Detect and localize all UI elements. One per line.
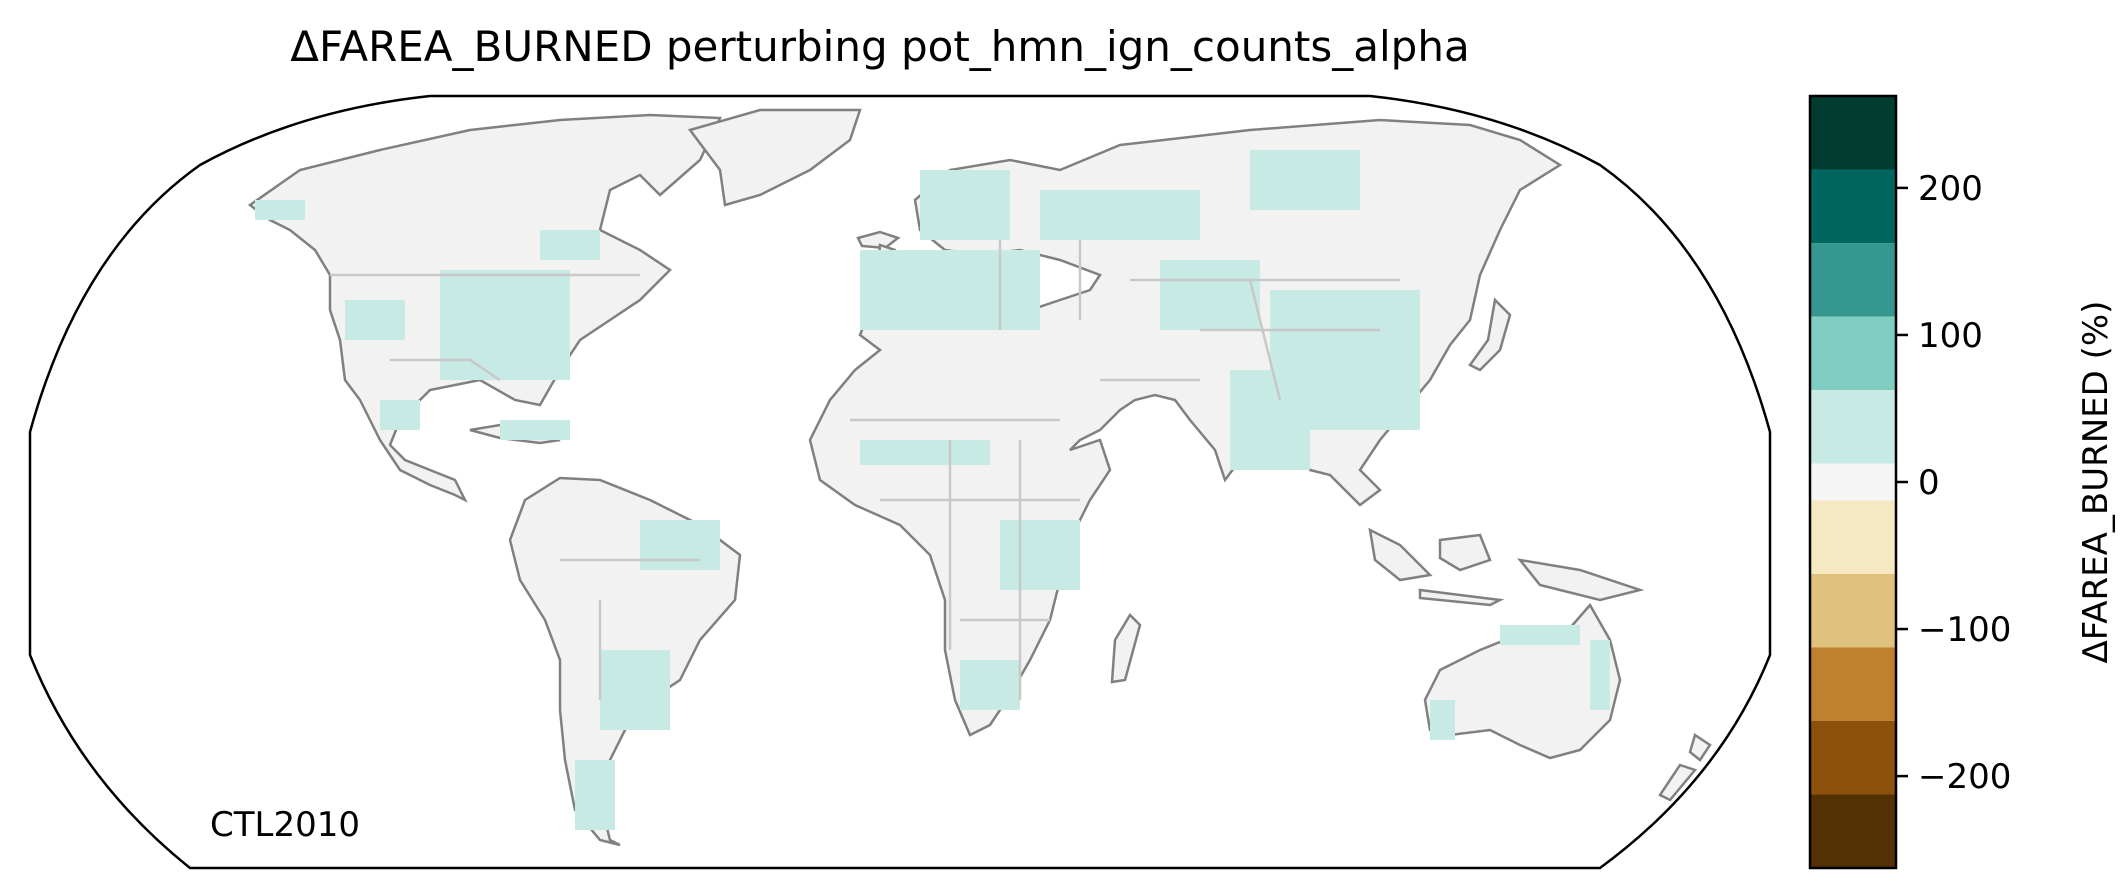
colorbar-bin xyxy=(1810,794,1896,868)
colorbar-bin xyxy=(1810,647,1896,721)
scenario-label: CTL2010 xyxy=(210,805,360,845)
patch-eastern-usa xyxy=(440,270,570,380)
patch-siberia xyxy=(1250,150,1360,210)
patch-western-usa xyxy=(345,300,405,340)
colorbar-label: ΔFAREA_BURNED (%) xyxy=(2076,301,2116,664)
colorbar-bin xyxy=(1810,96,1896,170)
colorbar-bin xyxy=(1810,500,1896,574)
positive-change-patches xyxy=(255,150,1610,830)
land-greenland xyxy=(687,108,862,207)
patch-patagonia xyxy=(575,760,615,830)
land-indonesia xyxy=(1368,527,1645,607)
patch-canada xyxy=(540,230,600,260)
colorbar-bin xyxy=(1810,243,1896,317)
colorbar-ticks: 200 100 0 −100 −200 xyxy=(1896,169,2011,797)
patch-australia-north xyxy=(1500,625,1580,645)
colorbar-tick-label: 100 xyxy=(1918,316,1983,356)
colorbar-bin xyxy=(1810,463,1896,501)
country-borders xyxy=(330,240,1400,700)
colorbar-tick-label: 0 xyxy=(1918,463,1940,503)
patch-southern-africa xyxy=(960,660,1020,710)
globe-outline xyxy=(28,94,1772,870)
patch-alaska xyxy=(255,200,305,220)
patch-australia-east xyxy=(1590,640,1610,710)
colorbar-bin xyxy=(1810,720,1896,795)
colorbar-tick-label: −100 xyxy=(1918,610,2011,650)
colorbar-bin xyxy=(1810,169,1896,244)
patch-east-africa xyxy=(1000,520,1080,590)
colorbar-tick-label: −200 xyxy=(1918,757,2011,797)
patch-argentina xyxy=(600,650,670,730)
patch-europe xyxy=(860,250,1040,330)
map-title: ΔFAREA_BURNED perturbing pot_hmn_ign_cou… xyxy=(290,22,1470,71)
patch-central-asia xyxy=(1160,260,1260,330)
colorbar-tick-label: 200 xyxy=(1918,169,1983,209)
colorbar-bin xyxy=(1810,390,1896,464)
patch-sahel xyxy=(860,440,990,465)
colorbar-bin xyxy=(1810,573,1896,648)
patch-scandinavia xyxy=(920,170,1010,240)
world-map xyxy=(28,94,1772,870)
land-madagascar xyxy=(1110,612,1142,684)
patch-mexico xyxy=(380,400,420,430)
colorbar-bins xyxy=(1810,96,1896,868)
land-japan xyxy=(1468,297,1512,372)
land-new-zealand xyxy=(1658,733,1712,802)
patch-caribbean xyxy=(500,420,570,440)
patch-australia-west xyxy=(1430,700,1455,740)
patch-brazil xyxy=(640,520,720,570)
patch-india xyxy=(1230,370,1310,470)
colorbar-bin xyxy=(1810,316,1896,391)
patch-russia xyxy=(1040,190,1200,240)
land-iceland xyxy=(856,230,901,250)
